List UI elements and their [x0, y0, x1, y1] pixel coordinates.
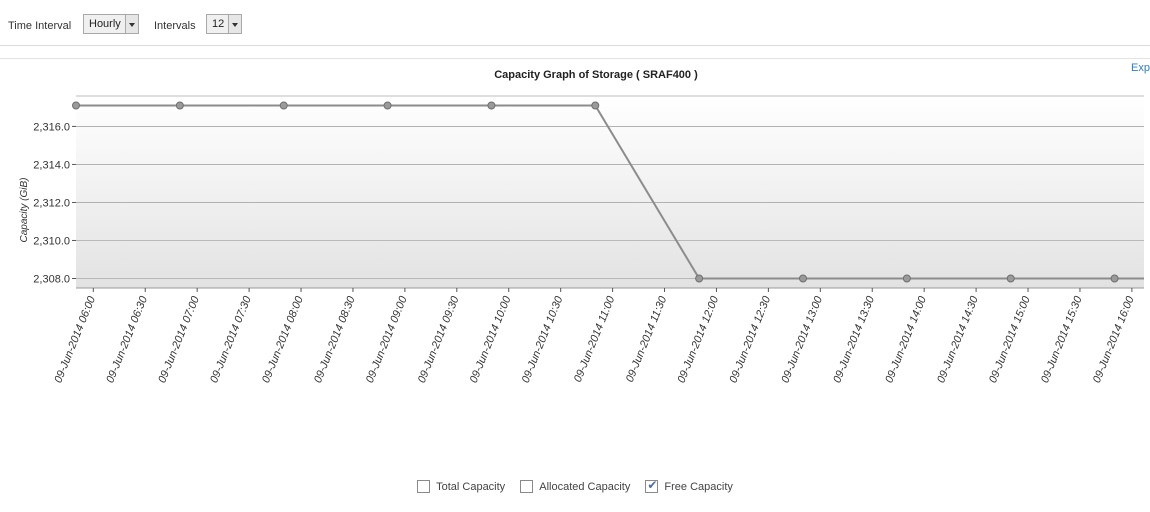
y-tick-label: 2,310.0 [33, 235, 70, 247]
x-tick-label: 09-Jun-2014 09:30 [416, 294, 462, 385]
x-tick-label: 09-Jun-2014 10:30 [520, 294, 566, 385]
x-tick-label: 09-Jun-2014 07:00 [156, 294, 202, 385]
grid-lines [76, 95, 1144, 279]
data-point [695, 274, 704, 283]
x-tick-label: 09-Jun-2014 16:00 [1091, 294, 1137, 385]
time-interval-value: Hourly [89, 18, 121, 30]
data-point [902, 274, 911, 283]
intervals-select[interactable]: 12 [206, 14, 243, 34]
legend-label: Allocated Capacity [539, 480, 631, 493]
chart-title: Capacity Graph of Storage ( SRAF400 ) [494, 69, 698, 81]
x-tick-label: 09-Jun-2014 06:00 [52, 294, 98, 385]
legend-allocated-capacity[interactable]: Allocated Capacity [520, 480, 630, 493]
x-tick-label: 09-Jun-2014 10:00 [468, 294, 514, 385]
legend: Total Capacity Allocated Capacity Free C… [0, 478, 1150, 496]
y-tick-label: 2,314.0 [33, 159, 70, 171]
chevron-down-icon[interactable] [124, 15, 138, 33]
x-tick-label: 09-Jun-2014 07:30 [208, 294, 254, 385]
y-axis: 2,308.0 2,310.0 2,312.0 2,314.0 2,316.0 [33, 121, 76, 285]
x-tick-label: 09-Jun-2014 06:30 [104, 294, 150, 385]
intervals-value: 12 [212, 18, 225, 30]
data-point [487, 101, 496, 110]
legend-checkbox[interactable] [520, 480, 534, 493]
capacity-chart: Capacity Graph of Storage ( SRAF400 ) 2,… [19, 69, 1144, 385]
time-interval-label: Time Interval [8, 20, 72, 32]
y-tick-label: 2,316.0 [33, 121, 70, 133]
y-axis-label: Capacity (GiB) [19, 177, 30, 242]
x-tick-label: 09-Jun-2014 11:00 [572, 294, 618, 384]
x-tick-label: 09-Jun-2014 12:00 [676, 294, 722, 385]
x-tick-label: 09-Jun-2014 08:30 [312, 294, 358, 385]
data-point [383, 101, 392, 110]
export-link[interactable]: Exp [1131, 62, 1150, 74]
x-axis: 09-Jun-2014 06:00 09-Jun-2014 06:30 09-Jun… [52, 288, 1137, 385]
legend-label: Total Capacity [436, 480, 506, 493]
data-point [799, 274, 808, 283]
x-tick-label: 09-Jun-2014 11:30 [624, 294, 670, 384]
y-tick-label: 2,312.0 [33, 197, 70, 209]
data-point [1006, 274, 1015, 283]
intervals-label: Intervals [154, 20, 196, 32]
x-tick-label: 09-Jun-2014 15:30 [1039, 294, 1085, 385]
x-tick-label: 09-Jun-2014 13:00 [779, 294, 825, 385]
x-tick-label: 09-Jun-2014 09:00 [364, 294, 410, 385]
series-layer [72, 101, 1144, 283]
legend-label: Free Capacity [664, 480, 733, 493]
x-tick-label: 09-Jun-2014 12:30 [727, 294, 773, 385]
x-tick-label: 09-Jun-2014 13:30 [831, 294, 877, 385]
legend-checkbox[interactable] [417, 480, 431, 493]
x-tick-label: 09-Jun-2014 14:30 [935, 294, 981, 385]
toolbar: Time Interval Hourly Intervals 12 [0, 0, 1150, 46]
legend-total-capacity[interactable]: Total Capacity [417, 480, 505, 493]
data-point [72, 101, 80, 110]
time-interval-select[interactable]: Hourly [83, 14, 139, 34]
plot-area-background [76, 96, 1144, 288]
x-tick-label: 09-Jun-2014 08:00 [260, 294, 306, 385]
data-point [1110, 274, 1119, 283]
chevron-down-icon[interactable] [228, 15, 242, 33]
x-tick-label: 09-Jun-2014 14:00 [883, 294, 929, 385]
data-point [175, 101, 184, 110]
legend-free-capacity[interactable]: Free Capacity [645, 478, 733, 493]
x-tick-label: 09-Jun-2014 15:00 [987, 294, 1033, 385]
legend-checkbox[interactable] [645, 478, 659, 493]
data-point [591, 101, 600, 110]
data-point [279, 101, 288, 110]
y-tick-label: 2,308.0 [33, 273, 70, 285]
